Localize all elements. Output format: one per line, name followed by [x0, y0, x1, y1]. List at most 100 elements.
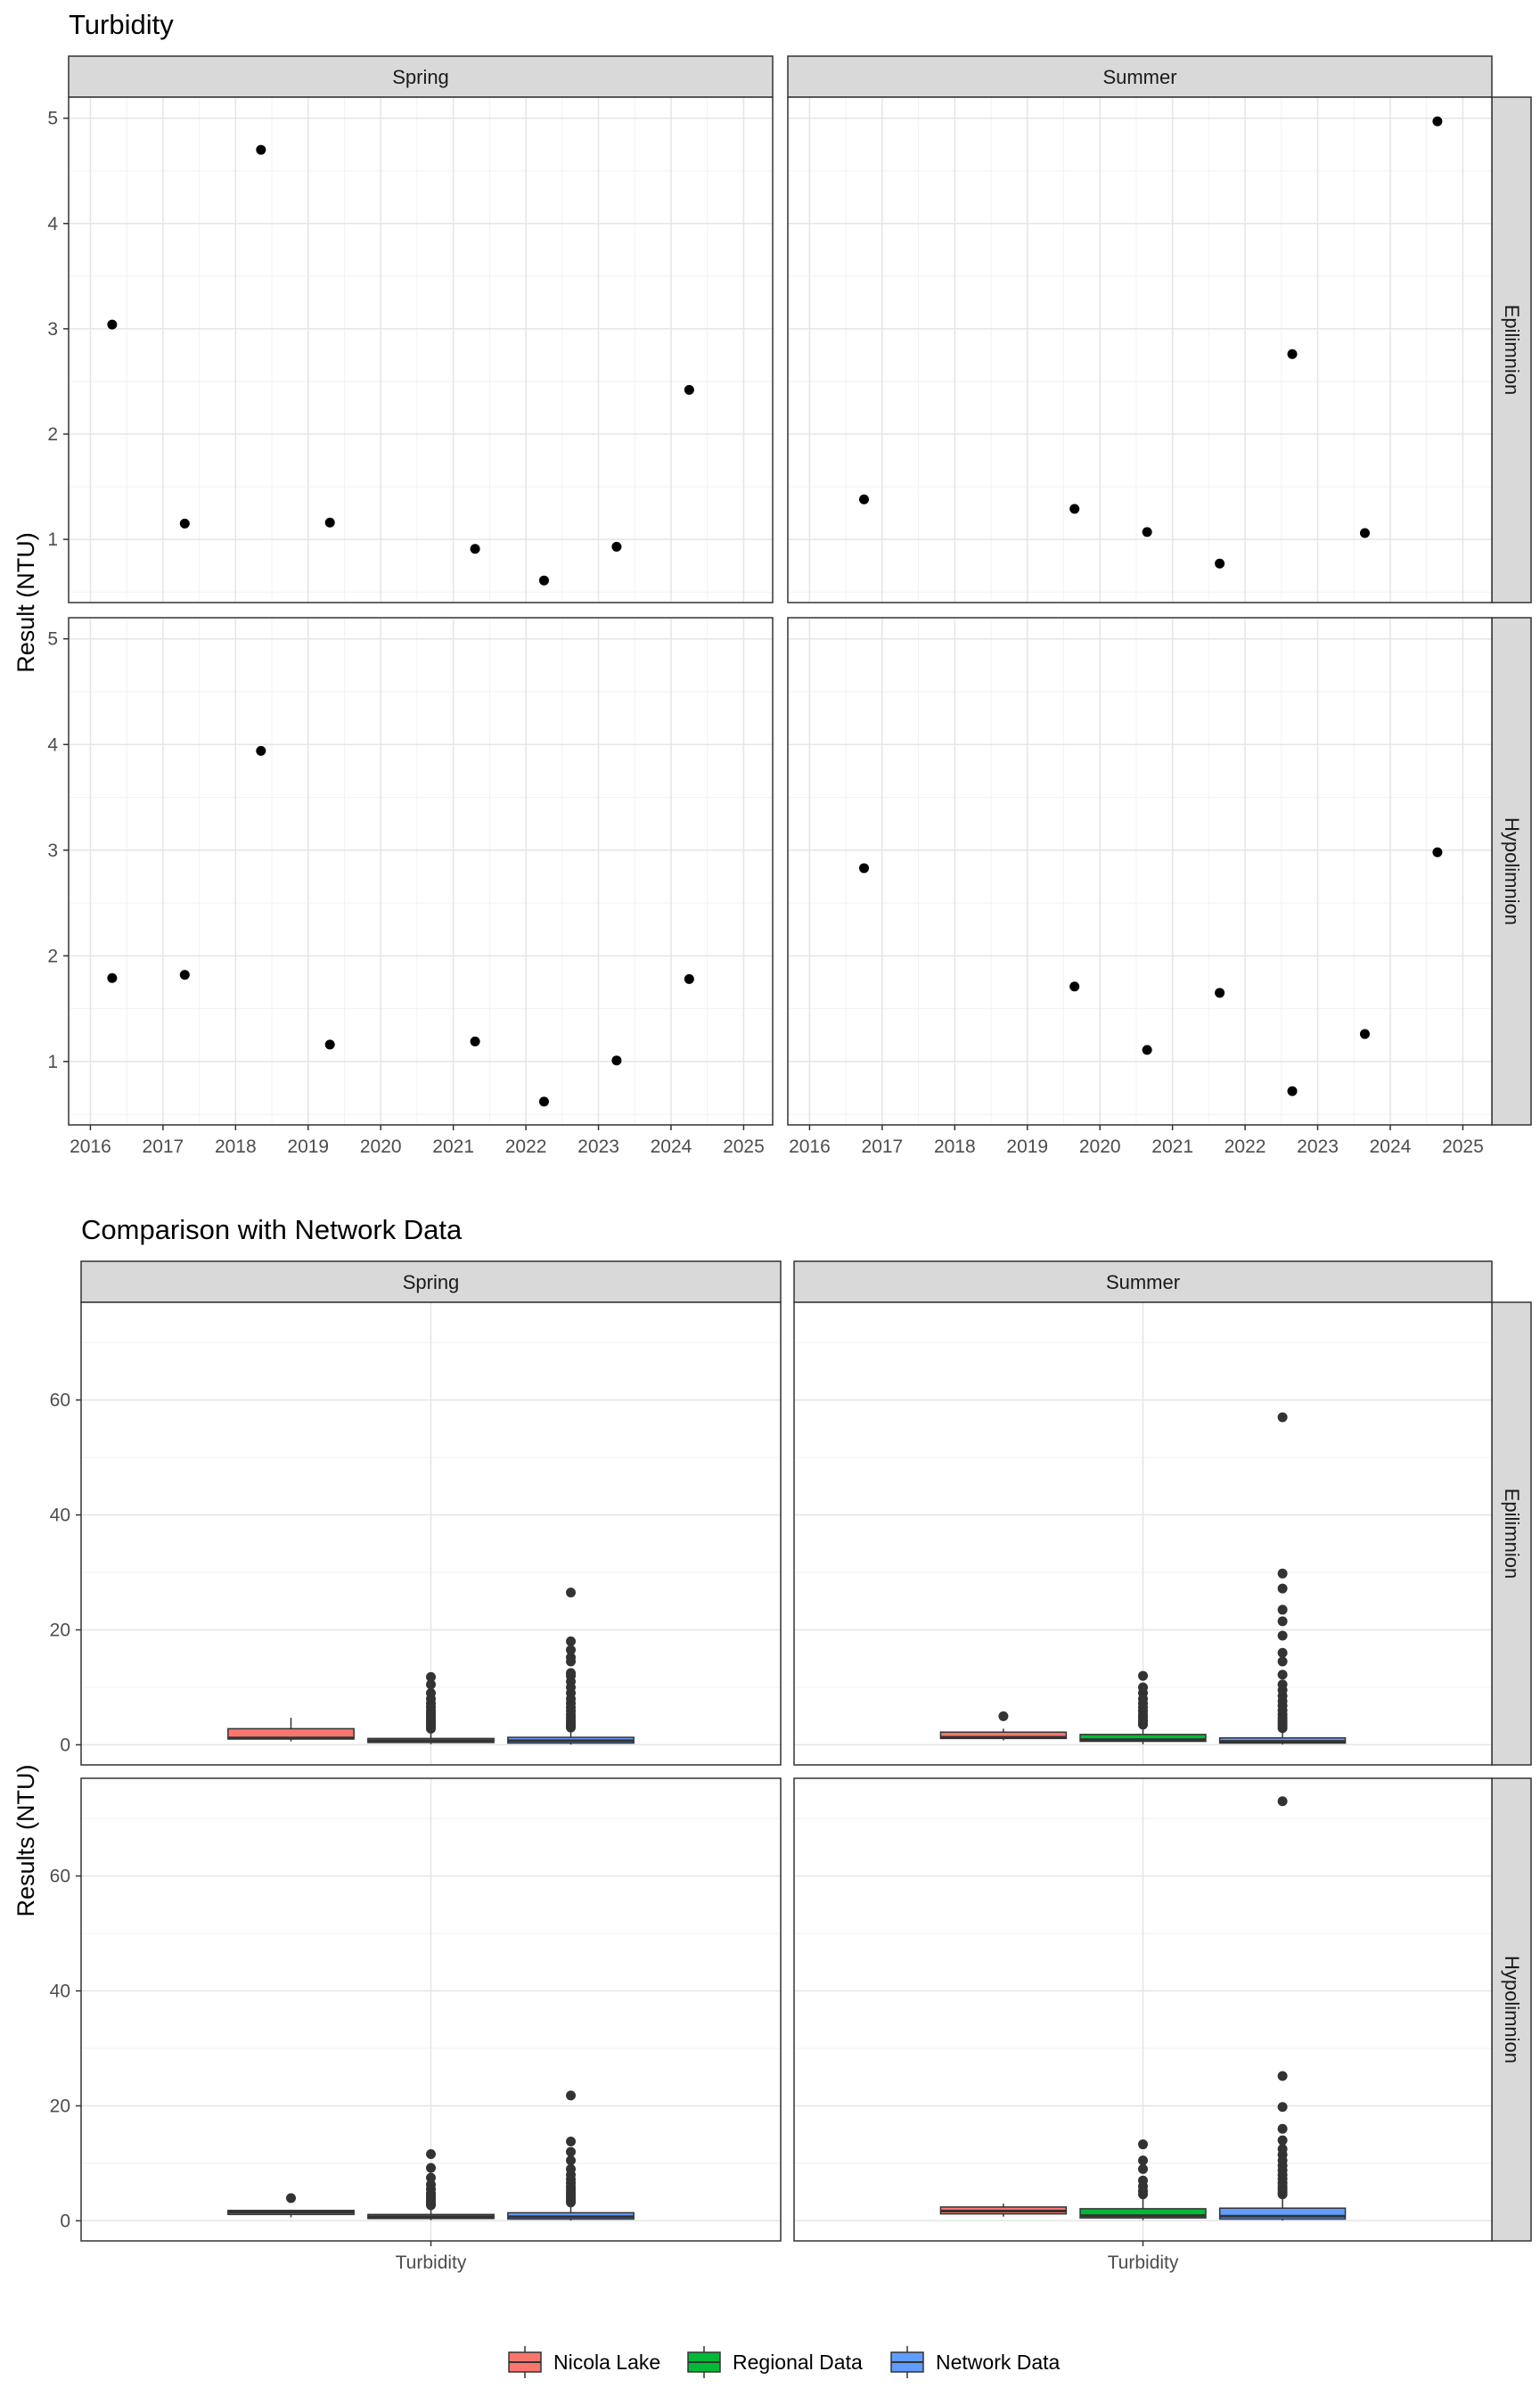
box-regional-data [1079, 2139, 1207, 2220]
outlier-point [566, 1668, 576, 1678]
y-tick-label: 3 [47, 319, 58, 340]
data-point [470, 1036, 480, 1046]
outlier-point [426, 1671, 436, 1682]
x-tick-label: 2018 [934, 1136, 976, 1157]
outlier-point [426, 1687, 436, 1698]
outlier-point [426, 2172, 436, 2183]
legend-label: Regional Data [733, 2351, 863, 2374]
outlier-point [426, 1679, 436, 1690]
panel-spring-epilimnion: 0 20 40 60 [50, 1301, 782, 1766]
data-point [256, 745, 266, 756]
column-strip-label-summer: Summer [1102, 66, 1176, 88]
x-tick-label: 2024 [1370, 1136, 1412, 1157]
outlier-point [1277, 1670, 1288, 1680]
x-tick-label: 2019 [287, 1136, 329, 1157]
row-strip-label-epilimnion: Epilimnion [1501, 1489, 1523, 1580]
outlier-point [566, 2136, 576, 2146]
outlier-point [1277, 1604, 1288, 1615]
row-strip-hypolimnion [1491, 617, 1532, 1126]
data-point [1287, 349, 1298, 359]
chart2-title: Comparison with Network Data [81, 1214, 463, 1245]
data-point [179, 970, 190, 981]
x-tick-label: 2022 [1225, 1136, 1266, 1157]
panel-spring-epilimnion: 1 2 3 4 5 [47, 96, 774, 603]
data-point [179, 518, 190, 529]
outlier-point [998, 1711, 1009, 1721]
column-strip-label-spring: Spring [392, 66, 449, 88]
x-tick-label: Turbidity [396, 2252, 467, 2273]
y-tick-label: 20 [50, 2096, 70, 2116]
row-strip-label-hypolimnion: Hypolimnion [1501, 817, 1523, 925]
panel-background [788, 618, 1492, 1125]
outlier-point [1138, 2163, 1148, 2174]
y-tick-label: 5 [47, 109, 58, 129]
outlier-point [426, 2149, 436, 2160]
outlier-point [566, 2155, 576, 2166]
y-tick-label: 20 [50, 1620, 70, 1640]
data-point [107, 319, 118, 330]
data-point [684, 973, 694, 984]
data-point [1069, 504, 1080, 514]
row-strip-label-hypolimnion: Hypolimnion [1501, 1956, 1523, 2064]
x-tick-label: 2019 [1006, 1136, 1048, 1157]
box-nicola-lake [227, 1718, 355, 1742]
x-tick-label: Turbidity [1108, 2252, 1179, 2273]
x-tick-label: 2021 [1151, 1136, 1193, 1157]
x-tick-label: 2017 [862, 1136, 904, 1157]
outlier-point [1277, 1412, 1288, 1423]
data-point [538, 1096, 549, 1107]
outlier-point [1277, 2135, 1288, 2146]
x-tick-label: 2020 [360, 1136, 402, 1157]
outlier-point [1277, 1679, 1288, 1690]
y-tick-label: 2 [47, 946, 58, 966]
x-tick-label: 2020 [1079, 1136, 1121, 1157]
y-tick-label: 2 [47, 424, 58, 445]
data-point [1359, 1029, 1370, 1039]
box-regional-data [367, 2149, 495, 2220]
column-strip-summer [787, 55, 1493, 98]
row-strip-label-epilimnion: Epilimnion [1501, 305, 1523, 396]
data-point [470, 544, 480, 554]
outlier-point [566, 2090, 576, 2101]
outlier-point [566, 1652, 576, 1662]
data-point [1432, 847, 1443, 857]
y-tick-label: 0 [60, 1735, 70, 1755]
panel-summer-epilimnion [787, 96, 1493, 603]
box-nicola-lake [939, 1711, 1068, 1741]
x-tick-label: 2025 [1442, 1136, 1484, 1157]
outlier-point [1138, 1682, 1148, 1693]
x-tick-label: 2016 [70, 1136, 111, 1157]
x-tick-label: 2024 [651, 1136, 692, 1157]
panel-background [69, 97, 773, 603]
chart2-y-axis-title: Results (NTU) [12, 1764, 39, 1916]
box-regional-data [1079, 1670, 1207, 1744]
chart1-y-axis-title: Result (NTU) [12, 532, 39, 673]
column-strip-spring [68, 55, 774, 98]
column-strip-label-summer: Summer [1106, 1271, 1180, 1293]
box-network-data [507, 1588, 635, 1745]
outlier-point [1138, 2175, 1148, 2186]
panel-border [787, 96, 1493, 603]
outlier-point [426, 2162, 436, 2173]
data-point [611, 1055, 622, 1066]
outlier-point [1277, 2144, 1288, 2154]
panel-spring-hypolimnion: 1 2 3 4 5 2016 2017 2018 2019 2020 2021 2022 2023 202… [47, 617, 774, 1157]
data-point [1142, 1045, 1152, 1055]
data-point [256, 144, 266, 155]
y-tick-label: 1 [47, 529, 58, 550]
panel-summer-hypolimnion: Turbidity [793, 1777, 1493, 2273]
outlier-point [1277, 1796, 1288, 1807]
y-tick-label: 4 [47, 734, 58, 755]
data-point [684, 384, 694, 395]
outlier-point [426, 2179, 436, 2190]
y-tick-label: 60 [50, 1867, 70, 1887]
data-point [1215, 558, 1225, 569]
box-nicola-lake [939, 2203, 1068, 2217]
x-tick-label: 2018 [215, 1136, 257, 1157]
legend-item-nicola-lake: Nicola Lake [508, 2346, 660, 2378]
y-tick-label: 60 [50, 1391, 70, 1411]
panel-border [787, 617, 1493, 1126]
outlier-point [1138, 2139, 1148, 2150]
x-tick-label: 2022 [505, 1136, 547, 1157]
x-tick-label: 2025 [723, 1136, 765, 1157]
